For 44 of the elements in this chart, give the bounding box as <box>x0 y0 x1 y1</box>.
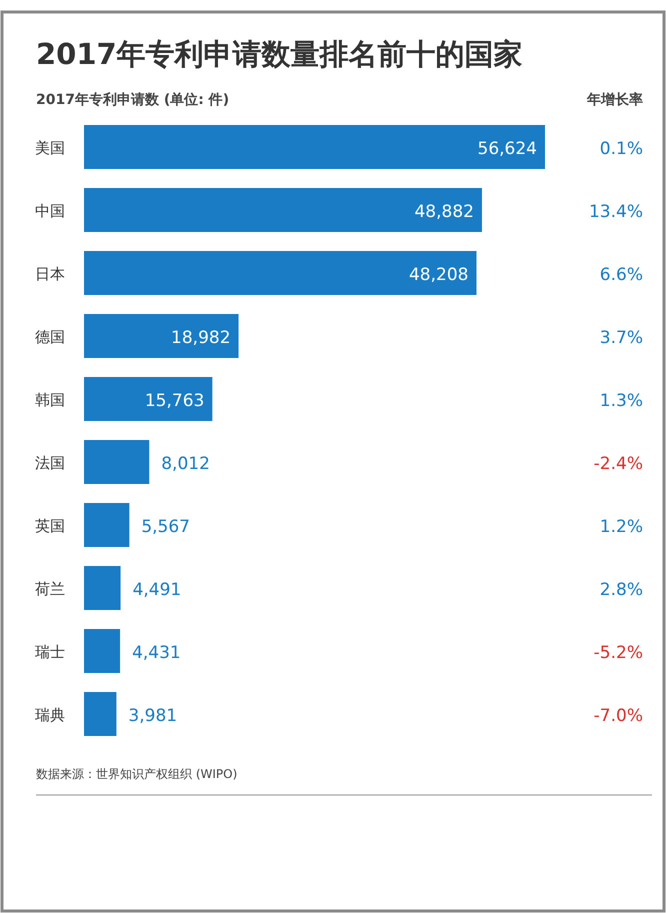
data-label: 8,012 <box>161 454 210 474</box>
source-note: 数据来源：世界知识产权组织 (WIPO) <box>36 767 238 781</box>
y-tick-label: 瑞士 <box>35 643 65 661</box>
y-tick-label: 法国 <box>35 454 65 472</box>
text: -7.0% <box>594 706 643 726</box>
data-label: 18,982 <box>171 328 231 348</box>
data-label: 48,208 <box>408 265 468 285</box>
y-tick-label: 荷兰 <box>35 580 65 598</box>
y-tick-label: 瑞典 <box>35 706 65 724</box>
bar <box>84 314 239 358</box>
y-tick-label: 英国 <box>35 517 65 535</box>
chart-title: 2017年专利申请数量排名前十的国家 <box>36 37 523 71</box>
text: 13.4% <box>588 202 643 222</box>
y-tick-label: 韩国 <box>35 391 65 409</box>
data-label: 3,981 <box>128 706 178 726</box>
y-tick-label: 日本 <box>35 265 65 283</box>
bar <box>84 692 116 736</box>
text: 3.7% <box>600 328 643 348</box>
bar <box>84 251 476 295</box>
data-label: 5,567 <box>141 517 190 537</box>
text: 6.6% <box>600 265 643 285</box>
data-label: 4,491 <box>132 580 182 600</box>
bar <box>84 503 130 547</box>
text: 1.3% <box>600 391 643 411</box>
bar <box>84 188 482 232</box>
bar <box>84 629 120 673</box>
text: 0.1% <box>600 139 643 159</box>
text: 1.2% <box>600 517 643 537</box>
y-tick-label: 美国 <box>35 139 65 157</box>
bar <box>84 440 150 484</box>
text: -2.4% <box>594 454 643 474</box>
data-label: 15,763 <box>144 391 204 411</box>
text: 年增长率 <box>586 91 643 108</box>
bar <box>84 377 212 421</box>
data-label: 4,431 <box>132 643 181 663</box>
chart-subtitle: 2017年专利申请数 (单位: 件) <box>36 91 230 108</box>
bar <box>84 566 121 610</box>
y-tick-label: 德国 <box>35 328 65 346</box>
data-label: 48,882 <box>414 202 474 222</box>
data-label: 56,624 <box>478 139 537 159</box>
bar <box>84 125 545 169</box>
text: 2.8% <box>600 580 643 600</box>
text: -5.2% <box>594 643 643 663</box>
y-tick-label: 中国 <box>35 202 65 220</box>
